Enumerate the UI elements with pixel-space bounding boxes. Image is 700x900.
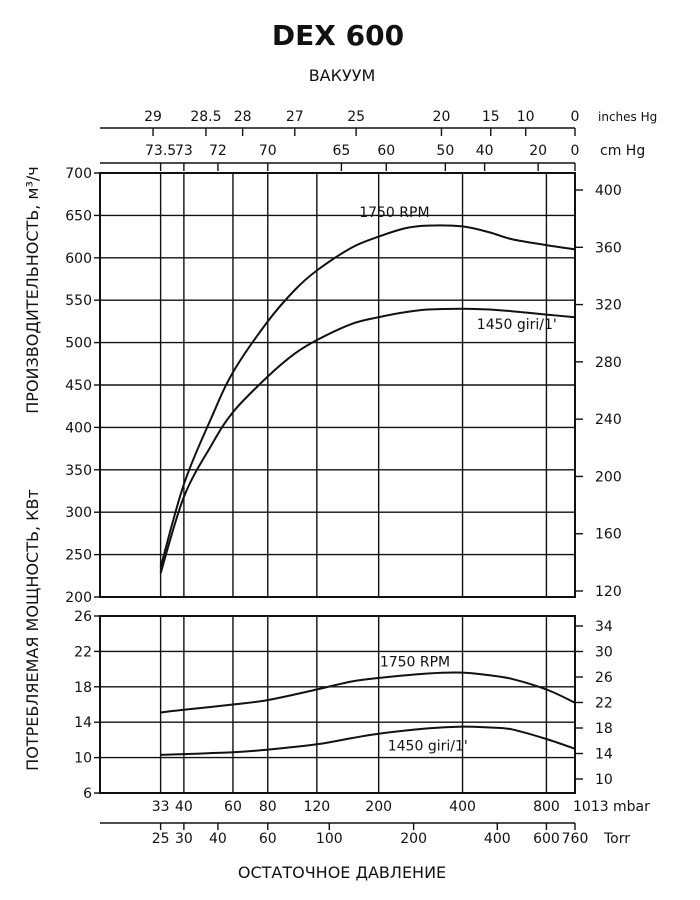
top-axis-tick-label: 0	[571, 143, 580, 159]
torr-tick-label: 760	[562, 831, 589, 847]
capacity-y2tick-label: 360	[595, 240, 622, 256]
mbar-tick-label: 800	[533, 799, 560, 815]
capacity-ytick-label: 200	[65, 590, 92, 606]
power-ytick-label: 18	[74, 680, 92, 696]
capacity-y2tick-label: 240	[595, 412, 622, 428]
top-axis-tick-label: 72	[209, 143, 227, 159]
top-axis-tick-label: 28.5	[190, 109, 221, 125]
capacity-ytick-label: 650	[65, 208, 92, 224]
capacity-series-line	[159, 307, 576, 574]
top-axis-tick-label: 15	[482, 109, 500, 125]
top-axis-tick-label: 10	[517, 109, 535, 125]
power-ytick-label: 14	[74, 715, 92, 731]
torr-unit: Torr	[603, 831, 630, 847]
mbar-tick-label: 1013	[573, 799, 609, 815]
torr-tick-label: 60	[259, 831, 277, 847]
capacity-y2tick-label: 320	[595, 298, 622, 314]
mbar-unit: mbar	[613, 799, 650, 815]
top-axis-unit: cm Hg	[600, 143, 645, 159]
plot-layer: 2002503003504004505005506006507001201602…	[65, 109, 657, 847]
mbar-tick-label: 400	[449, 799, 476, 815]
power-series-line	[160, 671, 576, 714]
torr-tick-label: 600	[533, 831, 560, 847]
power-ytick-label: 22	[74, 644, 92, 660]
mbar-tick-label: 40	[175, 799, 193, 815]
bottom-axis-label: ОСТАТОЧНОЕ ДАВЛЕНИЕ	[238, 863, 446, 882]
top-axis-tick-label: 73	[175, 143, 193, 159]
power-axis-label: ПОТРЕБЛЯЕМАЯ МОЩНОСТЬ, КВт	[23, 489, 42, 771]
capacity-ytick-label: 700	[65, 166, 92, 182]
top-axis-tick-label: 29	[144, 109, 162, 125]
top-axis-tick-label: 60	[377, 143, 395, 159]
power-ytick-label: 10	[74, 751, 92, 767]
capacity-ytick-label: 600	[65, 251, 92, 267]
top-axis-tick-label: 73.5	[145, 143, 176, 159]
top-axis-tick-label: 20	[433, 109, 451, 125]
power-y2tick-label: 14	[595, 747, 613, 763]
mbar-tick-label: 200	[365, 799, 392, 815]
top-axis-tick-label: 50	[436, 143, 454, 159]
capacity-ytick-label: 250	[65, 548, 92, 564]
mbar-tick-label: 80	[259, 799, 277, 815]
capacity-ytick-label: 350	[65, 463, 92, 479]
torr-tick-label: 40	[209, 831, 227, 847]
power-series-line	[160, 725, 576, 756]
torr-tick-label: 400	[484, 831, 511, 847]
top-axis-tick-label: 27	[286, 109, 304, 125]
power-y2tick-label: 22	[595, 696, 613, 712]
capacity-ytick-label: 500	[65, 336, 92, 352]
mbar-tick-label: 120	[303, 799, 330, 815]
capacity-ytick-label: 450	[65, 378, 92, 394]
capacity-y2tick-label: 200	[595, 469, 622, 485]
top-axis-tick-label: 0	[571, 109, 580, 125]
capacity-y2tick-label: 120	[595, 584, 622, 600]
power-y2tick-label: 26	[595, 670, 613, 686]
power-series-label: 1750 RPM	[380, 655, 450, 671]
top-axis-tick-label: 25	[347, 109, 365, 125]
capacity-axis-label: ПРОИЗВОДИТЕЛЬНОСТЬ, м³/ч	[23, 166, 42, 413]
power-ytick-label: 26	[74, 609, 92, 625]
power-y2tick-label: 18	[595, 721, 613, 737]
torr-tick-label: 25	[152, 831, 170, 847]
capacity-series-line	[159, 224, 576, 568]
capacity-series-label: 1750 RPM	[359, 205, 429, 221]
top-axis-tick-label: 65	[332, 143, 350, 159]
torr-tick-label: 200	[400, 831, 427, 847]
chart-title: DEX 600	[272, 19, 404, 52]
top-axis-unit: inches Hg	[598, 110, 657, 124]
capacity-ytick-label: 300	[65, 505, 92, 521]
capacity-y2tick-label: 400	[595, 183, 622, 199]
capacity-y2tick-label: 160	[595, 527, 622, 543]
mbar-tick-label: 33	[152, 799, 170, 815]
capacity-series-label: 1450 giri/1'	[477, 317, 557, 333]
power-y2tick-label: 34	[595, 619, 613, 635]
power-series-label: 1450 giri/1'	[388, 738, 468, 754]
top-axis-tick-label: 70	[259, 143, 277, 159]
torr-tick-label: 30	[175, 831, 193, 847]
power-y2tick-label: 30	[595, 645, 613, 661]
power-ytick-label: 6	[83, 786, 92, 802]
capacity-ytick-label: 550	[65, 293, 92, 309]
capacity-y2tick-label: 280	[595, 355, 622, 371]
top-axis-tick-label: 28	[234, 109, 252, 125]
top-axis-tick-label: 40	[476, 143, 494, 159]
power-frame	[99, 615, 576, 794]
top-axis-label: ВАКУУМ	[309, 66, 376, 85]
mbar-tick-label: 60	[224, 799, 242, 815]
torr-tick-label: 100	[316, 831, 343, 847]
capacity-ytick-label: 400	[65, 420, 92, 436]
top-axis-tick-label: 20	[529, 143, 547, 159]
power-y2tick-label: 10	[595, 772, 613, 788]
